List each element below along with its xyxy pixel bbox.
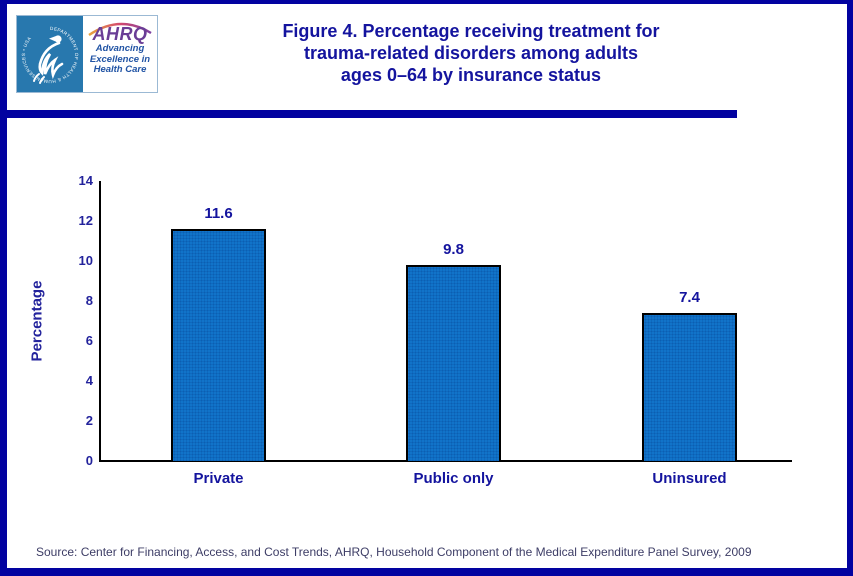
y-axis-tick-label: 6: [85, 333, 93, 348]
figure-title-line: Figure 4. Percentage receiving treatment…: [282, 21, 660, 41]
ahrq-hhs-logo: DEPARTMENT OF HEALTH & HUMAN SERVICES • …: [16, 15, 158, 93]
bar-value-label: 11.6: [204, 205, 233, 222]
ahrq-tagline: Advancing Excellence in Health Care: [89, 43, 151, 76]
x-axis-category-label: Public only: [413, 470, 494, 487]
y-axis-tick-label: 14: [78, 173, 93, 188]
y-axis-tick-label: 0: [85, 453, 93, 468]
source-note: Source: Center for Financing, Access, an…: [36, 545, 752, 559]
bar-public-only: [406, 265, 501, 461]
bar-group-public-only: 9.8 Public only: [406, 181, 501, 487]
bar-uninsured: [642, 313, 737, 461]
header-divider-rule: [0, 110, 737, 118]
y-axis-tick-label: 12: [78, 213, 93, 228]
x-axis-line: [99, 460, 792, 462]
ahrq-acronym: AHRQ: [92, 24, 148, 44]
ahrq-wordmark-tile: AHRQ Advancing Excellence in Health Care: [83, 16, 157, 92]
bar-value-label: 9.8: [443, 241, 464, 258]
figure-title-line: trauma-related disorders among adults: [303, 43, 639, 63]
bar-group-uninsured: 7.4 Uninsured: [642, 181, 737, 487]
page-border-left: [0, 0, 7, 576]
tagline-line: Advancing: [95, 43, 145, 54]
y-axis-tick-label: 8: [85, 293, 93, 308]
figure-title: Figure 4. Percentage receiving treatment…: [90, 20, 852, 86]
figure-title-line: ages 0–64 by insurance status: [340, 65, 602, 85]
y-axis-line: [99, 181, 101, 462]
y-axis-tick-label: 4: [85, 373, 93, 388]
ahrq-rainbow-arc-icon: [88, 22, 152, 36]
hhs-eagle-icon: DEPARTMENT OF HEALTH & HUMAN SERVICES • …: [21, 26, 79, 84]
x-axis-category-label: Private: [193, 470, 244, 487]
tagline-line: Excellence in: [89, 53, 151, 65]
bar-private: [171, 229, 266, 461]
y-axis-tick-label: 2: [85, 413, 93, 428]
y-axis-tick-label: 10: [78, 253, 93, 268]
page-border-right: [847, 0, 853, 576]
page-border-top: [0, 0, 853, 4]
x-axis-category-label: Uninsured: [652, 470, 727, 487]
y-axis-title: Percentage: [28, 280, 46, 362]
bar-group-private: 11.6 Private: [171, 181, 266, 487]
page-border-bottom: [0, 568, 853, 576]
bar-value-label: 7.4: [679, 289, 700, 306]
hhs-seal-tile: DEPARTMENT OF HEALTH & HUMAN SERVICES • …: [17, 16, 83, 92]
tagline-line: Health Care: [93, 64, 147, 75]
